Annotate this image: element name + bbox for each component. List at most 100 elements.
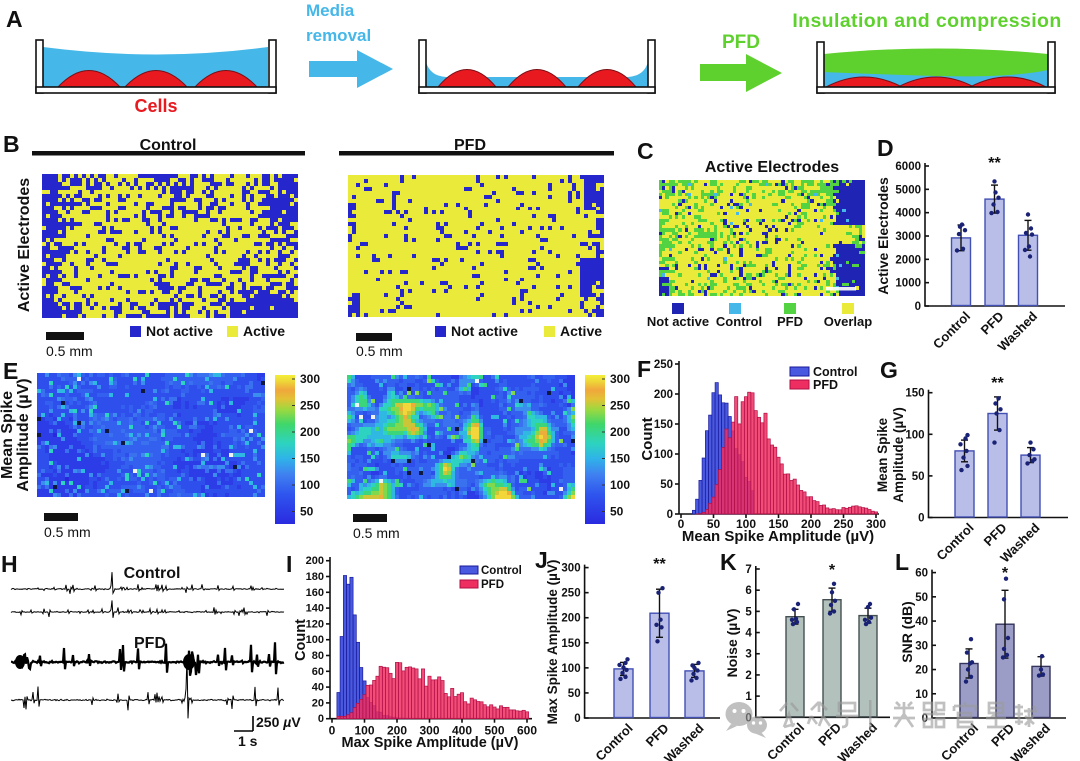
svg-text:0: 0 xyxy=(678,517,685,531)
svg-text:PFD: PFD xyxy=(988,721,1017,750)
svg-text:200: 200 xyxy=(801,517,821,531)
svg-text:Control: Control xyxy=(481,565,522,577)
svg-text:Mean Spike Amplitude (µV): Mean Spike Amplitude (µV) xyxy=(682,528,874,545)
svg-text:40: 40 xyxy=(915,616,928,628)
svg-text:SNR (dB): SNR (dB) xyxy=(899,601,915,662)
svg-text:30: 30 xyxy=(915,640,928,652)
svg-text:Amplitude (µV): Amplitude (µV) xyxy=(15,378,32,491)
svg-text:40: 40 xyxy=(312,682,324,694)
svg-text:PFD: PFD xyxy=(454,137,486,154)
svg-text:Media: Media xyxy=(306,1,355,20)
svg-text:Not active: Not active xyxy=(451,323,518,339)
svg-text:PFD: PFD xyxy=(978,309,1007,338)
svg-text:150: 150 xyxy=(654,419,673,431)
svg-text:150: 150 xyxy=(905,388,924,400)
svg-text:Mean Spike: Mean Spike xyxy=(875,417,890,492)
svg-text:Control: Control xyxy=(813,365,857,379)
svg-text:50: 50 xyxy=(912,471,925,483)
svg-text:J: J xyxy=(535,547,548,573)
svg-text:0: 0 xyxy=(329,724,336,738)
svg-text:200: 200 xyxy=(306,555,324,567)
svg-text:**: ** xyxy=(988,155,1001,172)
svg-text:60: 60 xyxy=(915,568,928,580)
svg-text:PFD: PFD xyxy=(981,520,1010,549)
svg-text:E: E xyxy=(3,358,18,384)
svg-text:80: 80 xyxy=(312,650,324,662)
svg-text:2000: 2000 xyxy=(895,254,921,266)
svg-text:200: 200 xyxy=(561,613,580,625)
svg-text:200: 200 xyxy=(387,724,407,738)
svg-text:Insulation and compression: Insulation and compression xyxy=(792,10,1061,32)
svg-text:Count: Count xyxy=(639,417,656,460)
svg-text:Amplitude (µV): Amplitude (µV) xyxy=(891,407,906,503)
svg-text:4000: 4000 xyxy=(895,208,921,220)
svg-text:20: 20 xyxy=(312,697,324,709)
svg-text:300: 300 xyxy=(866,517,886,531)
svg-text:PFD: PFD xyxy=(481,579,504,591)
svg-text:0.5 mm: 0.5 mm xyxy=(356,343,403,359)
svg-text:0.5 mm: 0.5 mm xyxy=(353,525,400,541)
svg-text:Washed: Washed xyxy=(1008,720,1054,761)
svg-text:Active Electrodes: Active Electrodes xyxy=(875,177,891,295)
svg-text:3000: 3000 xyxy=(895,231,921,243)
svg-text:100: 100 xyxy=(306,634,324,646)
svg-text:K: K xyxy=(720,549,737,575)
svg-text:Active Electrodes: Active Electrodes xyxy=(16,178,33,312)
svg-text:50: 50 xyxy=(300,505,314,519)
svg-text:Max Spike Amplitude (µV): Max Spike Amplitude (µV) xyxy=(341,735,518,751)
svg-text:B: B xyxy=(3,131,20,157)
svg-text:0: 0 xyxy=(667,509,673,521)
svg-text:PFD: PFD xyxy=(722,32,760,53)
svg-text:3: 3 xyxy=(745,649,751,661)
svg-text:D: D xyxy=(877,135,894,161)
svg-text:Control: Control xyxy=(930,309,973,352)
svg-text:0: 0 xyxy=(318,713,324,725)
svg-text:120: 120 xyxy=(306,618,324,630)
svg-text:100: 100 xyxy=(610,478,630,492)
svg-text:300: 300 xyxy=(300,372,320,386)
svg-text:Active: Active xyxy=(243,323,285,339)
svg-text:Control: Control xyxy=(716,314,762,329)
svg-text:150: 150 xyxy=(768,517,788,531)
svg-text:300: 300 xyxy=(561,563,580,575)
svg-text:50: 50 xyxy=(568,688,581,700)
svg-text:1 s: 1 s xyxy=(238,733,258,749)
svg-text:Mean Spike: Mean Spike xyxy=(0,391,16,479)
svg-text:F: F xyxy=(637,356,651,382)
svg-text:Count: Count xyxy=(293,619,309,661)
svg-text:I: I xyxy=(286,551,292,577)
svg-text:Control: Control xyxy=(140,137,197,154)
svg-text:150: 150 xyxy=(610,452,630,466)
svg-text:5: 5 xyxy=(745,606,752,618)
svg-text:250 µV: 250 µV xyxy=(256,714,301,730)
svg-text:250: 250 xyxy=(654,359,673,371)
svg-text:200: 200 xyxy=(610,425,630,439)
svg-text:PFD: PFD xyxy=(777,314,803,329)
svg-text:400: 400 xyxy=(452,724,472,738)
svg-text:PFD: PFD xyxy=(813,378,838,392)
svg-text:0: 0 xyxy=(918,513,924,525)
svg-text:140: 140 xyxy=(306,603,324,615)
svg-text:Cells: Cells xyxy=(134,96,177,116)
svg-text:100: 100 xyxy=(300,478,320,492)
svg-text:Control: Control xyxy=(933,520,976,563)
svg-text:100: 100 xyxy=(905,429,924,441)
svg-text:0.5 mm: 0.5 mm xyxy=(44,524,91,540)
svg-text:100: 100 xyxy=(354,724,374,738)
svg-text:C: C xyxy=(637,138,654,164)
svg-text:250: 250 xyxy=(833,517,853,531)
svg-text:6: 6 xyxy=(745,585,751,597)
svg-text:H: H xyxy=(1,551,18,577)
svg-text:Noise (µV): Noise (µV) xyxy=(724,609,740,678)
svg-text:180: 180 xyxy=(306,571,324,583)
svg-text:Overlap: Overlap xyxy=(824,314,872,329)
svg-text:**: ** xyxy=(653,556,666,573)
svg-text:Max Spike Amplitude (µV): Max Spike Amplitude (µV) xyxy=(545,560,560,725)
svg-text:250: 250 xyxy=(300,399,320,413)
svg-text:**: ** xyxy=(991,375,1004,392)
svg-text:Active Electrodes: Active Electrodes xyxy=(705,159,839,176)
svg-text:Washed: Washed xyxy=(661,720,707,761)
svg-text:Control: Control xyxy=(592,721,635,761)
svg-text:7: 7 xyxy=(745,564,751,576)
svg-text:Washed: Washed xyxy=(835,720,881,761)
